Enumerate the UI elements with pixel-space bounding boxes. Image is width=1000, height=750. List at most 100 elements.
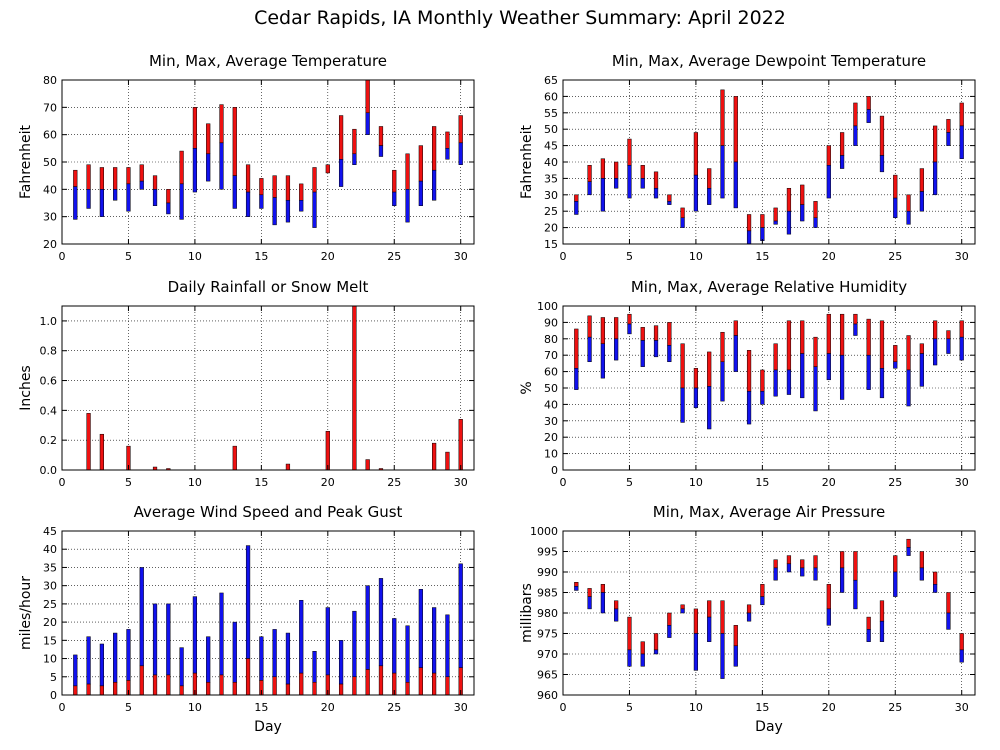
temp-bar-upper [139, 164, 144, 182]
wind-bar-avg [285, 683, 291, 696]
pressure-ylabel: millibars [519, 583, 535, 643]
humidity-bar-upper [627, 313, 632, 325]
wind-bar-avg [86, 683, 91, 696]
pressure-bar-upper [879, 600, 885, 622]
humidity-bar-lower [653, 340, 659, 358]
wind-ytick-label: 45 [43, 525, 57, 538]
dewpoint-xtick-label: 25 [888, 250, 902, 263]
humidity-bar-lower [933, 338, 938, 366]
wind-title: Average Wind Speed and Peak Gust [134, 503, 403, 521]
pressure-chart: 960 965 970 975 980 985 990 995 1000 0 5 10 15 20 25 30… [519, 503, 976, 735]
dewpoint-bar-upper [640, 165, 645, 179]
dewpoint-bar-lower [933, 161, 938, 196]
temp-bar-upper [245, 164, 251, 193]
temp-bar-upper [405, 153, 410, 190]
wind-bar-avg [232, 681, 237, 696]
rain-bar [325, 430, 330, 471]
pressure-bar-lower [893, 571, 898, 597]
dewpoint-bar-lower [574, 201, 579, 215]
wind-bar-avg [338, 683, 344, 696]
temp-xtick-label: 25 [387, 250, 401, 263]
pressure-title: Min, Max, Average Air Pressure [653, 503, 885, 521]
temp-bar-lower [445, 148, 450, 160]
temp-title: Min, Max, Average Temperature [149, 52, 387, 70]
dewpoint-bar-lower [826, 165, 831, 199]
pressure-bar-upper [826, 584, 831, 610]
dewpoint-bar-upper [959, 102, 964, 127]
pressure-bar-upper [760, 584, 765, 597]
temp-ytick-label: 60 [43, 129, 57, 142]
temp-bar-lower [378, 145, 384, 157]
pressure-bar-lower [839, 567, 845, 593]
pressure-ytick-label: 975 [537, 628, 558, 641]
rain-xtick-label: 20 [321, 476, 335, 489]
humidity-bar-upper [640, 327, 645, 341]
rain-bar [285, 463, 291, 471]
pressure-bar-upper [574, 582, 579, 587]
temp-bar-lower [166, 202, 171, 215]
pressure-bar-upper [640, 641, 645, 655]
wind-bar-avg [432, 672, 437, 696]
humidity-bar-upper [919, 343, 924, 354]
wind-bar-avg [166, 674, 171, 696]
humidity-bar-upper [653, 325, 659, 341]
humidity-ytick-label: 0 [551, 464, 558, 477]
humidity-bar-upper [879, 320, 885, 369]
wind-bar-avg [139, 665, 144, 696]
temp-bar-lower [245, 191, 251, 217]
temp-bar-upper [365, 79, 370, 114]
wind-bar-peak [166, 603, 171, 676]
temp-bar-upper [378, 126, 384, 146]
humidity-ytick-label: 90 [544, 316, 558, 329]
temp-bar-upper [73, 169, 78, 187]
humidity-bar-lower [760, 391, 765, 405]
rain-bar [365, 459, 370, 471]
humidity-ytick-label: 10 [544, 448, 558, 461]
pressure-bar-lower [826, 608, 831, 626]
dewpoint-ytick-label: 65 [544, 74, 558, 87]
dewpoint-bar-lower [640, 178, 645, 189]
pressure-ytick-label: 1000 [530, 525, 558, 538]
pressure-bar-upper [906, 538, 911, 548]
dewpoint-ytick-label: 55 [544, 107, 558, 120]
dewpoint-bar-lower [733, 161, 738, 209]
temp-bar-upper [99, 167, 104, 190]
dewpoint-bar-lower [680, 217, 685, 228]
wind-ytick-label: 30 [43, 580, 57, 593]
temp-bar-lower [232, 175, 237, 209]
humidity-bar-lower [853, 323, 858, 336]
rain-bar [86, 413, 91, 471]
humidity-bar-upper [760, 369, 765, 392]
dewpoint-bar-upper [720, 89, 725, 146]
humidity-bar-upper [893, 345, 898, 363]
humidity-bar-lower [866, 354, 871, 390]
temp-bar-upper [192, 107, 198, 149]
dewpoint-bar-lower [667, 201, 672, 205]
temp-bar-lower [152, 189, 158, 206]
humidity-bar-lower [667, 345, 672, 363]
humidity-bar-upper [786, 320, 792, 371]
wind-bar-peak [219, 592, 224, 676]
pressure-bar-upper [773, 559, 778, 569]
pressure-bar-lower [653, 649, 659, 655]
temp-ytick-label: 40 [43, 183, 57, 196]
pressure-bar-upper [893, 555, 898, 573]
humidity-bar-lower [879, 368, 885, 399]
humidity-bar-lower [574, 368, 579, 390]
pressure-xtick-label: 20 [822, 701, 836, 714]
temp-bar-upper [206, 123, 211, 155]
wind-bar-avg [179, 685, 184, 696]
pressure-xtick-label: 15 [755, 701, 769, 714]
dewpoint-bar-upper [733, 96, 738, 163]
pressure-bar-lower [906, 547, 911, 556]
dewpoint-bar-upper [600, 158, 605, 179]
dewpoint-bar-upper [680, 207, 685, 219]
humidity-xtick-label: 5 [626, 476, 633, 489]
pressure-bar-lower [760, 596, 765, 606]
dewpoint-chart: 15 20 25 30 35 40 45 50 55 60 65 0 5 10 15 20 25 30 Min, M… [519, 52, 976, 263]
temp-bar-lower [206, 153, 211, 182]
humidity-chart: 0 10 20 30 40 50 60 70 80 90 100 0 5 10 15 20 25 30 Min, M… [519, 278, 976, 489]
dewpoint-bar-lower [853, 125, 858, 146]
wind-bar-peak [432, 607, 437, 674]
dewpoint-bar-lower [906, 210, 911, 225]
